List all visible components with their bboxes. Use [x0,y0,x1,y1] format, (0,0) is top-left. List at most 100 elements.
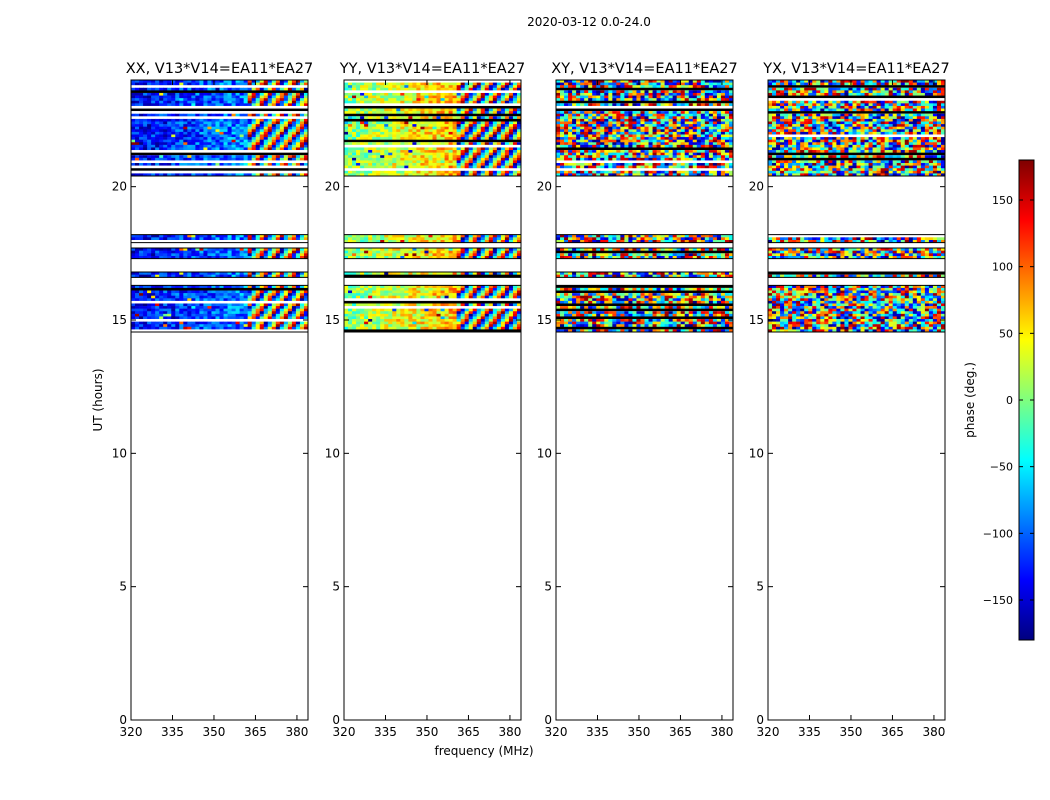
heatmap-cell [516,165,522,169]
heatmap-cell [424,311,429,315]
heatmap-cell [263,163,269,166]
heatmap-cell [283,313,289,317]
heatmap-cell [596,306,601,309]
heatmap-cell [372,234,377,238]
heatmap-cell [408,157,413,161]
heatmap-cell [484,303,490,307]
heatmap-cell [287,285,293,289]
heatmap-cell [364,272,369,275]
heatmap-cell [291,237,297,241]
heatmap-cell [239,147,245,151]
heatmap-cell [432,121,437,125]
heatmap-cell [159,137,164,140]
heatmap-cell [448,272,454,275]
heatmap-cell [396,100,401,104]
heatmap-cell [596,298,601,302]
heatmap-cell [295,121,301,125]
heatmap-cell [259,326,265,330]
heatmap-cell [448,295,454,299]
heatmap-cell [299,139,305,143]
heatmap-cell [424,150,429,153]
heatmap-cell [291,253,297,257]
heatmap-cell [163,147,168,151]
heatmap-cell [440,295,445,299]
heatmap-cell [424,316,429,320]
heatmap-cell [472,157,478,161]
heatmap-cell [412,129,417,133]
heatmap-cell [167,285,172,289]
heatmap-cell [408,100,413,104]
heatmap-cell [664,311,670,315]
heatmap-cell [388,152,393,156]
heatmap-cell [291,173,297,177]
heatmap-cell [287,129,293,133]
heatmap-cell [283,303,289,307]
heatmap-cell [263,321,269,325]
heatmap-cell [283,308,289,312]
heatmap-cell [143,306,148,309]
heatmap-cell [143,129,148,133]
heatmap-cell [380,173,385,177]
heatmap-cell [412,137,417,140]
heatmap-cell [404,324,409,328]
heatmap-cell [640,319,645,322]
heatmap-cell [275,103,281,107]
heatmap-cell [448,303,454,307]
heatmap-cell [656,306,661,309]
heatmap-cell [183,131,188,135]
heatmap-cell [452,290,458,294]
heatmap-cell [424,165,429,169]
heatmap-cell [444,108,449,112]
heatmap-cell [283,173,289,177]
heatmap-cell [191,129,196,133]
heatmap-cell [508,272,514,275]
heatmap-cell [656,287,661,291]
heatmap-cell [484,237,490,241]
heatmap-cell [259,316,265,320]
heatmap-cell [456,295,462,299]
heatmap-cell [279,306,285,309]
heatmap-cell [488,295,494,299]
heatmap-cell [436,316,441,320]
heatmap-cell [476,293,482,296]
heatmap-cell [235,274,241,278]
heatmap-cell [179,313,184,317]
heatmap-cell [560,319,565,322]
heatmap-cell [436,165,441,169]
heatmap-cell [484,100,490,104]
heatmap-cell [360,234,365,238]
heatmap-cell [676,300,682,304]
heatmap-cell [175,324,180,328]
heatmap-cell [235,100,241,104]
heatmap-cell [303,87,309,91]
heatmap-cell [239,142,245,146]
heatmap-cell [488,287,494,291]
heatmap-cell [628,306,633,309]
heatmap-cell [508,100,514,104]
heatmap-cell [247,316,253,320]
heatmap-cell [283,155,289,159]
heatmap-cell [352,121,357,125]
heatmap-cell [356,157,361,161]
heatmap-cell [480,253,486,257]
heatmap-cell [195,293,200,296]
heatmap-cell [275,237,281,241]
heatmap-cell [187,306,192,309]
heatmap-cell [632,311,637,315]
heatmap-cell [151,124,156,127]
heatmap-cell [303,234,309,238]
heatmap-cell [416,142,421,146]
heatmap-cell [159,293,164,296]
heatmap-cell [187,80,192,83]
heatmap-cell [139,137,144,140]
heatmap-cell [143,126,148,130]
heatmap-cell [408,147,413,151]
heatmap-cell [187,124,192,127]
heatmap-cell [179,157,184,161]
heatmap-cell [376,248,381,251]
heatmap-cell [227,303,232,307]
heatmap-data [556,79,734,333]
heatmap-cell [235,303,241,307]
heatmap-cell [267,87,273,91]
heatmap-cell [512,98,518,102]
